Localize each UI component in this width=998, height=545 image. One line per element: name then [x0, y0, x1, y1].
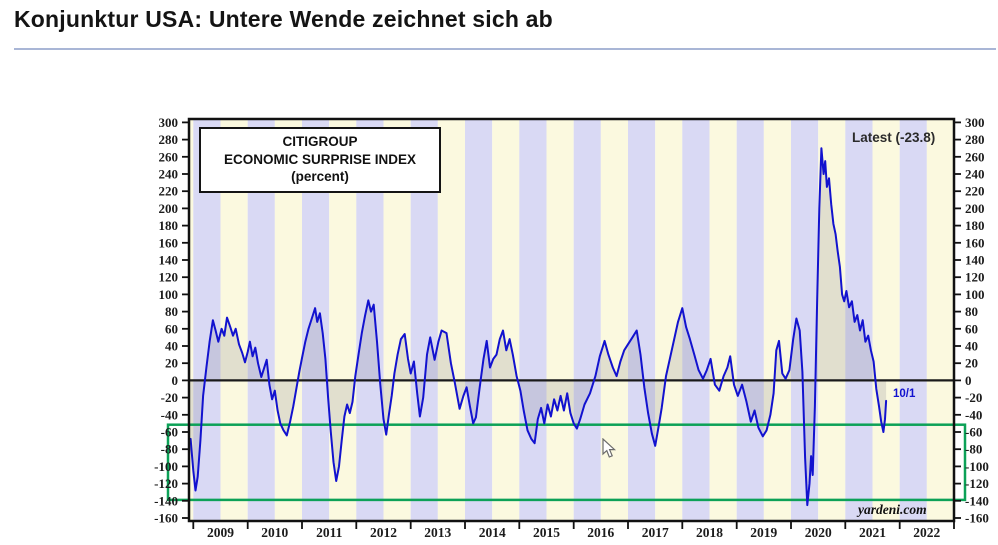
svg-text:2010: 2010 — [261, 525, 288, 540]
svg-text:2009: 2009 — [207, 525, 234, 540]
svg-text:-120: -120 — [154, 476, 178, 491]
svg-text:-40: -40 — [965, 407, 982, 422]
svg-text:-80: -80 — [161, 442, 178, 457]
svg-text:2019: 2019 — [750, 525, 777, 540]
svg-text:180: 180 — [159, 218, 179, 233]
svg-text:-100: -100 — [965, 459, 989, 474]
svg-text:220: 220 — [159, 184, 179, 199]
svg-text:20: 20 — [965, 356, 978, 371]
svg-text:120: 120 — [159, 270, 179, 285]
source-credit: yardeni.com — [858, 502, 927, 517]
svg-text:2022: 2022 — [913, 525, 940, 540]
svg-text:2015: 2015 — [533, 525, 560, 540]
svg-text:2020: 2020 — [805, 525, 832, 540]
svg-text:-160: -160 — [965, 511, 989, 526]
svg-text:160: 160 — [965, 235, 985, 250]
svg-text:80: 80 — [165, 304, 178, 319]
svg-text:140: 140 — [965, 253, 985, 268]
page-title: Konjunktur USA: Untere Wende zeichnet si… — [14, 6, 553, 32]
svg-text:240: 240 — [159, 167, 179, 182]
svg-text:240: 240 — [965, 167, 985, 182]
svg-text:-140: -140 — [154, 493, 178, 508]
svg-text:40: 40 — [165, 339, 178, 354]
svg-text:-40: -40 — [161, 407, 178, 422]
svg-text:-100: -100 — [154, 459, 178, 474]
svg-text:60: 60 — [165, 321, 178, 336]
svg-text:200: 200 — [159, 201, 179, 216]
svg-text:80: 80 — [965, 304, 978, 319]
svg-text:100: 100 — [965, 287, 985, 302]
chart-title-line3: (percent) — [291, 169, 349, 185]
svg-text:2011: 2011 — [316, 525, 343, 540]
svg-text:-120: -120 — [965, 476, 989, 491]
svg-text:-20: -20 — [161, 390, 178, 405]
svg-text:-160: -160 — [154, 511, 178, 526]
chart-title-line2: ECONOMIC SURPRISE INDEX — [223, 151, 417, 167]
svg-text:100: 100 — [159, 287, 179, 302]
svg-text:-140: -140 — [965, 493, 989, 508]
svg-text:20: 20 — [165, 356, 178, 371]
svg-text:260: 260 — [159, 149, 179, 164]
svg-text:2013: 2013 — [424, 525, 451, 540]
latest-value-label: Latest (-23.8) — [852, 130, 936, 145]
svg-text:2018: 2018 — [696, 525, 723, 540]
chart-title-line1: CITIGROUP — [282, 134, 358, 149]
svg-text:0: 0 — [965, 373, 972, 388]
svg-text:140: 140 — [159, 253, 179, 268]
svg-text:280: 280 — [159, 132, 179, 147]
svg-text:120: 120 — [965, 270, 985, 285]
svg-text:0: 0 — [172, 373, 179, 388]
svg-text:180: 180 — [965, 218, 985, 233]
latest-date-label: 10/1 — [893, 388, 916, 400]
svg-text:300: 300 — [159, 115, 179, 130]
svg-text:-20: -20 — [965, 390, 982, 405]
svg-text:200: 200 — [965, 201, 985, 216]
svg-text:2021: 2021 — [859, 525, 886, 540]
svg-text:160: 160 — [159, 235, 179, 250]
svg-text:260: 260 — [965, 149, 985, 164]
svg-text:2017: 2017 — [642, 525, 669, 540]
svg-text:2012: 2012 — [370, 525, 397, 540]
svg-text:300: 300 — [965, 115, 985, 130]
svg-text:2016: 2016 — [587, 525, 614, 540]
svg-text:-60: -60 — [965, 425, 982, 440]
svg-text:220: 220 — [965, 184, 985, 199]
title-underline — [14, 48, 996, 50]
mouse-cursor-icon — [602, 437, 617, 459]
svg-text:2014: 2014 — [479, 525, 506, 540]
svg-text:-80: -80 — [965, 442, 982, 457]
svg-text:-60: -60 — [161, 425, 178, 440]
svg-text:280: 280 — [965, 132, 985, 147]
chart-title-box: CITIGROUP ECONOMIC SURPRISE INDEX (perce… — [199, 127, 441, 193]
svg-text:60: 60 — [965, 321, 978, 336]
svg-text:40: 40 — [965, 339, 978, 354]
